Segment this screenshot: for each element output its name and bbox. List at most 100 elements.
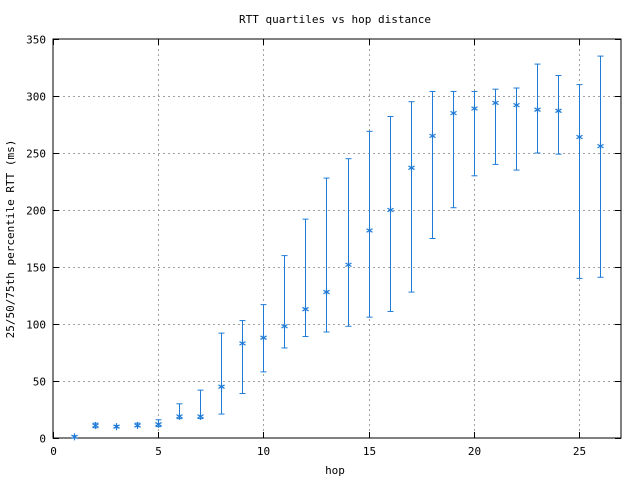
marker-stroke: [197, 414, 204, 419]
y-tick-label: 50: [33, 376, 46, 389]
data-point: [302, 218, 309, 338]
data-point: [534, 63, 541, 154]
data-point: [450, 90, 457, 209]
y-tick-label: 200: [26, 205, 46, 218]
x-tick-label: 0: [50, 445, 57, 458]
median-marker: [450, 109, 457, 117]
median-marker: [576, 133, 583, 141]
marker-stroke: [408, 165, 415, 171]
median-marker: [92, 421, 99, 429]
median-marker: [534, 106, 541, 114]
data-point: [134, 421, 141, 429]
median-marker: [197, 412, 204, 420]
x-axis-label: hop: [325, 464, 345, 477]
median-marker: [345, 261, 352, 269]
marker-stroke: [218, 384, 225, 389]
median-marker: [429, 132, 436, 140]
marker-stroke: [555, 108, 562, 114]
median-marker: [239, 339, 246, 347]
median-marker: [218, 383, 225, 391]
data-point: [576, 84, 583, 279]
marker-stroke: [323, 289, 330, 295]
data-point: [260, 304, 267, 373]
marker-stroke: [513, 102, 520, 108]
data-point: [113, 423, 120, 431]
median-marker: [323, 288, 330, 296]
data-point: [218, 332, 225, 415]
marker-stroke: [387, 207, 394, 213]
plot-frame: [52, 38, 622, 439]
median-marker: [302, 305, 309, 313]
x-tick-label: 5: [155, 445, 162, 458]
data-point: [71, 433, 78, 441]
data-point: [366, 130, 373, 318]
marker-stroke: [492, 100, 499, 106]
median-marker: [134, 421, 141, 429]
median-marker: [71, 433, 78, 441]
x-tick-label: 10: [257, 445, 270, 458]
data-point: [387, 116, 394, 312]
y-tick-label: 350: [26, 34, 46, 47]
data-point: [92, 421, 99, 429]
marker-stroke: [345, 262, 352, 267]
median-marker: [513, 101, 520, 109]
median-marker: [260, 334, 267, 342]
data-series: [71, 55, 604, 441]
marker-stroke: [302, 306, 309, 312]
median-marker: [408, 164, 415, 172]
y-tick-label: 250: [26, 148, 46, 161]
data-point: [323, 177, 330, 333]
data-point: [597, 55, 604, 278]
marker-stroke: [281, 324, 288, 329]
data-point: [345, 158, 352, 327]
median-marker: [113, 423, 120, 431]
median-marker: [471, 105, 478, 113]
median-marker: [555, 107, 562, 115]
median-marker: [176, 412, 183, 420]
data-point: [513, 87, 520, 171]
y-tick-label: 100: [26, 319, 46, 332]
data-point: [429, 90, 436, 239]
marker-stroke: [366, 228, 373, 233]
marker-stroke: [155, 422, 162, 427]
y-tick-label: 150: [26, 262, 46, 275]
median-marker: [387, 206, 394, 214]
data-point: [408, 101, 415, 293]
x-tick-label: 25: [573, 445, 586, 458]
y-tick-label: 300: [26, 91, 46, 104]
marker-stroke: [450, 110, 457, 116]
y-axis-label: 25/50/75th percentile RTT (ms): [4, 140, 17, 339]
data-point: [555, 74, 562, 155]
marker-stroke: [429, 133, 436, 139]
median-marker: [155, 420, 162, 428]
marker-stroke: [471, 106, 478, 111]
data-point: [281, 255, 288, 349]
y-tick-label: 0: [39, 433, 46, 446]
median-marker: [281, 322, 288, 330]
data-point: [197, 389, 204, 420]
x-tick-label: 15: [363, 445, 376, 458]
marker-stroke: [260, 335, 267, 340]
median-marker: [597, 142, 604, 150]
marker-stroke: [239, 341, 246, 346]
marker-stroke: [113, 424, 120, 429]
marker-stroke: [176, 414, 183, 419]
marker-stroke: [597, 143, 604, 149]
median-marker: [366, 227, 373, 235]
marker-stroke: [71, 434, 78, 440]
axis-ticks: 0 50 100 150 200 250 300 350 0 5 10 15 20 25: [26, 34, 621, 458]
data-point: [471, 90, 478, 177]
marker-stroke: [92, 423, 99, 428]
median-marker: [492, 99, 499, 107]
data-point: [176, 403, 183, 420]
data-point: [155, 419, 162, 428]
data-point: [239, 320, 246, 395]
marker-stroke: [534, 107, 541, 112]
chart-title: RTT quartiles vs hop distance: [239, 13, 431, 26]
x-tick-label: 20: [468, 445, 481, 458]
data-point: [492, 88, 499, 165]
marker-stroke: [576, 134, 583, 140]
